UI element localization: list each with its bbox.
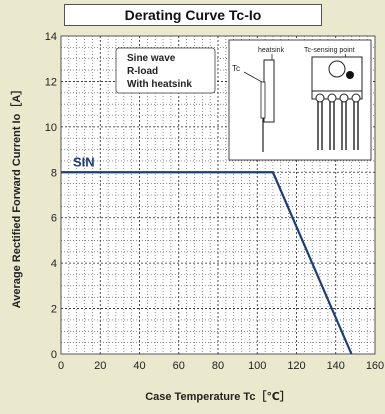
inset-sensing-label: Tc-sensing point (304, 47, 355, 54)
y-tick-label: 10 (45, 122, 57, 134)
x-tick-label: 0 (58, 360, 64, 372)
x-tick-label: 120 (287, 360, 305, 372)
x-tick-label: 60 (173, 360, 185, 372)
y-tick-label: 4 (51, 258, 57, 270)
conditions-box: Sine wave R-load With heatsink (115, 47, 216, 94)
y-tick-label: 6 (51, 213, 57, 225)
condition-line: With heatsink (127, 79, 192, 90)
heatsink-plate (263, 59, 275, 123)
x-tick-label: 140 (327, 360, 345, 372)
x-tick-label: 160 (366, 360, 384, 372)
y-axis-label: Average Rectified Forward Current Io［A］ (9, 84, 23, 309)
y-tick-label: 0 (51, 349, 57, 361)
mounting-hole (328, 60, 346, 78)
tick-labels: 0 20 40 60 80 100 120 140 160 0 2 4 6 8 10 12 14 (45, 31, 384, 372)
condition-line: R-load (127, 66, 158, 77)
device-front-lower (311, 90, 363, 100)
device-inset: heatsink Tc-sensing point Tc (228, 39, 372, 161)
x-tick-label: 40 (133, 360, 145, 372)
inset-heatsink-label: heatsink (258, 47, 285, 54)
device-side-body (260, 81, 266, 119)
y-tick-label: 8 (51, 167, 57, 179)
device-pins (317, 99, 359, 150)
condition-line: Sine wave (127, 53, 176, 64)
pin-bends (315, 93, 361, 103)
x-tick-label: 80 (212, 360, 224, 372)
x-axis-label: Case Temperature Tc［℃］ (145, 389, 291, 403)
tc-sensing-dot (346, 71, 354, 79)
x-tick-label: 100 (248, 360, 266, 372)
y-tick-label: 12 (45, 76, 57, 88)
chart-title: Derating Curve Tc-Io (64, 4, 322, 26)
series-layer: SIN (60, 154, 353, 355)
series-label: SIN (73, 154, 95, 169)
x-tick-label: 20 (94, 360, 106, 372)
y-tick-label: 14 (45, 31, 57, 43)
inset-tc-label: Tc (232, 64, 240, 73)
y-tick-label: 2 (51, 304, 57, 316)
